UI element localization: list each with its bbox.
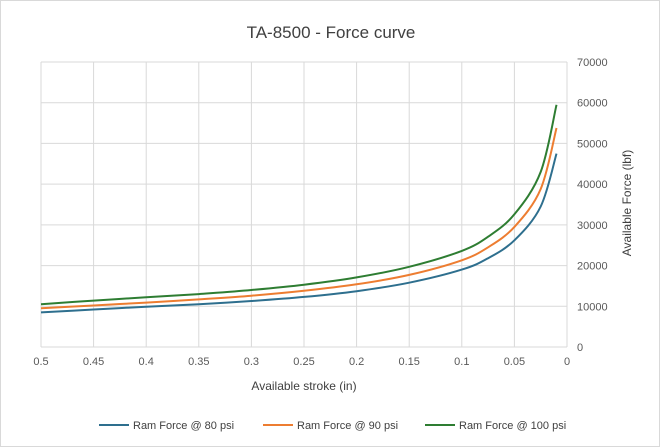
x-tick-label: 0.25 xyxy=(293,356,314,368)
series-lines xyxy=(40,104,558,314)
legend: Ram Force @ 80 psi Ram Force @ 90 psi Ram … xyxy=(99,420,566,432)
y-tick-label: 10000 xyxy=(577,301,608,313)
series-line-1 xyxy=(40,153,558,314)
x-tick-label: 0.05 xyxy=(504,356,525,368)
chart-title: TA-8500 - Force curve xyxy=(247,23,416,42)
legend-label-3: Ram Force @ 100 psi xyxy=(459,420,566,432)
series-line-2 xyxy=(40,127,558,310)
x-tick-label: 0.4 xyxy=(139,356,154,368)
grid xyxy=(40,61,568,348)
x-tick-label: 0.15 xyxy=(398,356,419,368)
y-tick-label: 50000 xyxy=(577,138,608,150)
legend-label-2: Ram Force @ 90 psi xyxy=(297,420,398,432)
series-line-3 xyxy=(40,104,558,306)
y-axis-label: Available Force (lbf) xyxy=(620,150,634,257)
y-tick-label: 0 xyxy=(577,342,583,354)
x-tick-label: 0.2 xyxy=(349,356,364,368)
x-tick-label: 0.45 xyxy=(83,356,104,368)
x-tick-label: 0.5 xyxy=(33,356,48,368)
x-tick-labels: 0.5 0.45 0.4 0.35 0.3 0.25 0.2 0.15 0.1 0.05 0 xyxy=(33,356,570,368)
y-tick-label: 60000 xyxy=(577,98,608,110)
x-tick-label: 0.1 xyxy=(454,356,469,368)
x-axis-label: Available stroke (in) xyxy=(251,379,356,393)
y-tick-label: 70000 xyxy=(577,57,608,69)
y-tick-label: 30000 xyxy=(577,220,608,232)
y-tick-labels: 0 10000 20000 30000 40000 50000 60000 70000 xyxy=(577,57,608,354)
x-tick-label: 0.3 xyxy=(244,356,259,368)
y-tick-label: 40000 xyxy=(577,179,608,191)
y-tick-label: 20000 xyxy=(577,261,608,273)
x-tick-label: 0 xyxy=(564,356,570,368)
x-tick-label: 0.35 xyxy=(188,356,209,368)
legend-label-1: Ram Force @ 80 psi xyxy=(133,420,234,432)
